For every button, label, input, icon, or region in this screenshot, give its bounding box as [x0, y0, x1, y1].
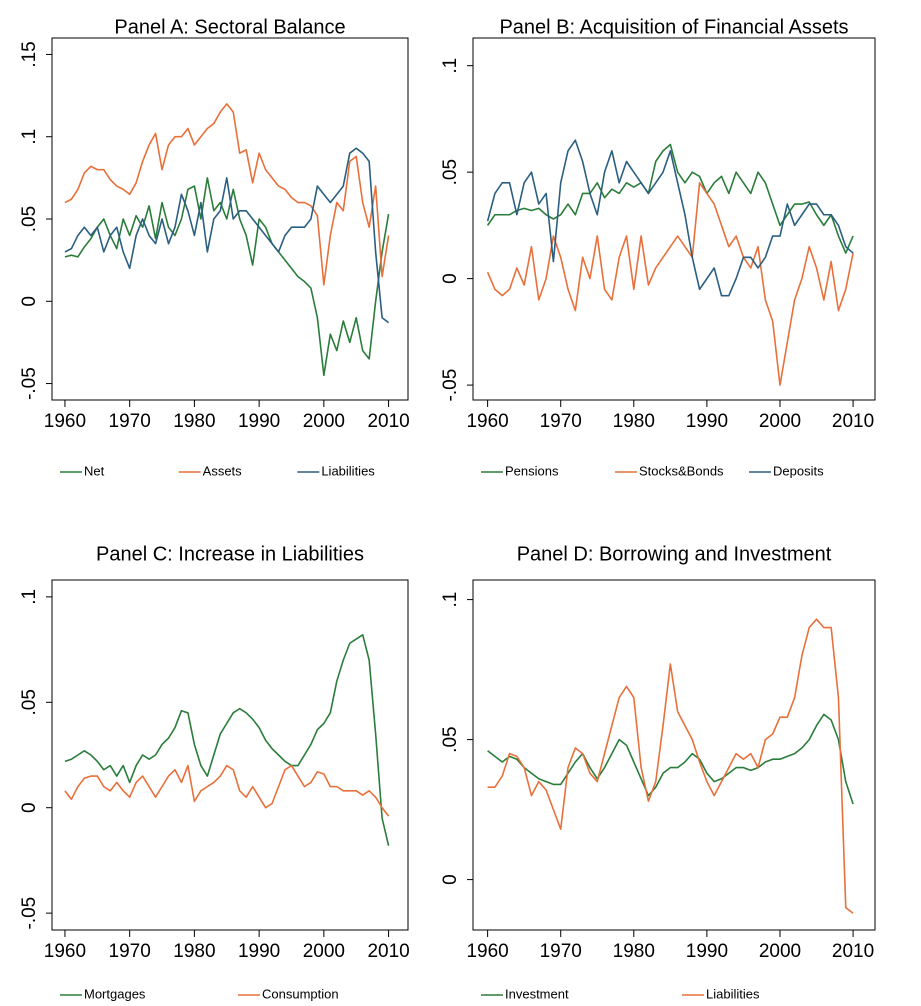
- series-line: [487, 713, 854, 805]
- legend-label: Mortgages: [84, 986, 146, 1001]
- series-line: [486, 139, 854, 297]
- panel: Panel D: Borrowing and Investment 0 .05 .1 1…: [440, 543, 876, 1001]
- series-line: [64, 103, 390, 286]
- y-tick-label: -.05: [19, 897, 40, 930]
- x-tick-label: 1980: [173, 941, 215, 962]
- y-tick-label: 0: [19, 296, 40, 307]
- x-tick-label: 1960: [44, 941, 86, 962]
- series-line: [64, 634, 390, 846]
- y-tick-label: 0: [440, 273, 461, 284]
- legend-label: Liabilities: [706, 986, 760, 1001]
- x-tick-label: 1970: [540, 411, 582, 432]
- y-tick-label: 0: [19, 802, 40, 813]
- x-tick-label: 2010: [367, 411, 409, 432]
- y-tick-label: .1: [440, 58, 461, 74]
- legend-label: Pensions: [505, 463, 559, 478]
- panel-title: Panel C: Increase in Liabilities: [96, 543, 364, 565]
- x-tick-label: 1960: [44, 411, 86, 432]
- plot-frame: [472, 579, 876, 931]
- legend-label: Assets: [203, 463, 243, 478]
- x-tick-label: 1960: [466, 941, 508, 962]
- panel: Panel B: Acquisition of Financial Assets…: [440, 16, 876, 478]
- x-tick-label: 1990: [686, 941, 728, 962]
- y-tick-label: 0: [440, 874, 461, 885]
- x-tick-label: 2000: [759, 411, 801, 432]
- panel-title: Panel B: Acquisition of Financial Assets: [499, 16, 848, 38]
- x-tick-label: 1970: [109, 411, 151, 432]
- plot-frame: [51, 37, 409, 401]
- x-tick-label: 2000: [303, 411, 345, 432]
- x-tick-label: 2000: [303, 941, 345, 962]
- y-tick-label: -.05: [19, 367, 40, 400]
- panel: Panel C: Increase in Liabilities -.05 0 .05…: [19, 543, 410, 1001]
- y-tick-label: .1: [19, 129, 40, 145]
- panel-title: Panel A: Sectoral Balance: [114, 16, 345, 38]
- panel-title: Panel D: Borrowing and Investment: [517, 543, 832, 565]
- legend-label: Net: [84, 463, 105, 478]
- legend-label: Deposits: [773, 463, 824, 478]
- legend-label: Consumption: [262, 986, 339, 1001]
- plot-frame: [472, 37, 876, 401]
- y-tick-label: .15: [19, 41, 40, 67]
- series-line: [487, 618, 854, 914]
- plot-frame: [51, 579, 409, 931]
- x-tick-label: 1970: [109, 941, 151, 962]
- x-tick-label: 1980: [173, 411, 215, 432]
- x-tick-label: 1980: [613, 411, 655, 432]
- y-tick-label: .1: [19, 589, 40, 605]
- x-tick-label: 2010: [832, 941, 874, 962]
- x-tick-label: 1960: [466, 411, 508, 432]
- x-tick-label: 1990: [238, 411, 280, 432]
- y-tick-label: .05: [440, 726, 461, 752]
- x-tick-label: 1980: [613, 941, 655, 962]
- x-tick-label: 1970: [540, 941, 582, 962]
- y-tick-label: .05: [19, 689, 40, 715]
- y-tick-label: .1: [440, 592, 461, 608]
- series-line: [64, 764, 390, 817]
- legend-label: Stocks&Bonds: [639, 463, 724, 478]
- series-line: [64, 147, 390, 324]
- y-tick-label: -.05: [440, 369, 461, 402]
- y-tick-label: .05: [19, 206, 40, 232]
- legend-label: Liabilities: [321, 463, 375, 478]
- y-tick-label: .05: [440, 159, 461, 185]
- series-line: [486, 182, 854, 386]
- x-tick-label: 1990: [238, 941, 280, 962]
- x-tick-label: 2010: [367, 941, 409, 962]
- x-tick-label: 2000: [759, 941, 801, 962]
- x-tick-label: 2010: [832, 411, 874, 432]
- legend-label: Investment: [505, 986, 569, 1001]
- series-line: [64, 177, 390, 377]
- panel: Panel A: Sectoral Balance -.05 0 .05 .1 .15 19…: [19, 16, 410, 478]
- x-tick-label: 1990: [686, 411, 728, 432]
